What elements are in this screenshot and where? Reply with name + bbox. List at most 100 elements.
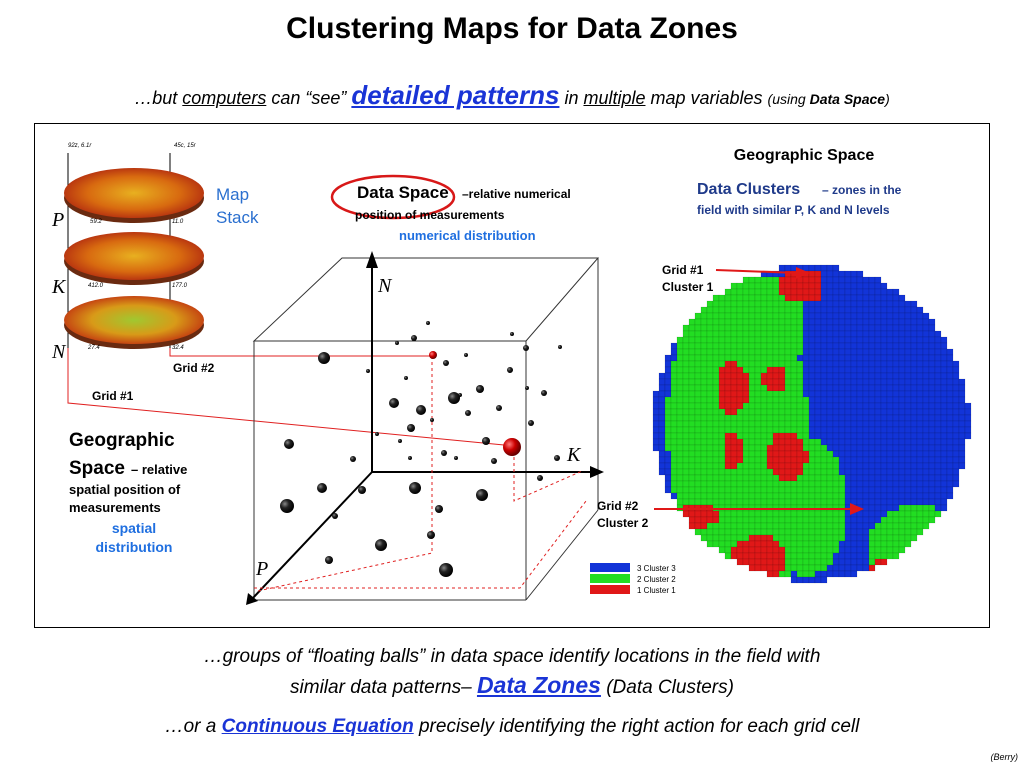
map-cell [880,318,888,326]
map-cell [712,510,720,518]
map-cell [892,408,900,416]
map-cell [868,486,876,494]
map-cell [670,486,678,494]
map-cell [892,426,900,434]
map-cell [892,300,900,308]
map-cell [796,474,804,482]
map-cell [802,552,810,560]
grid-links: Grid #2 Grid #1 [67,348,505,446]
map-cell [814,468,822,476]
map-cell [832,264,840,272]
map-cell [946,426,954,434]
map-cell [850,324,858,332]
map-cell [682,378,690,386]
map-cell [826,462,834,470]
map-cell [850,528,858,536]
grid1-cluster-arrow-line [715,269,799,274]
map-cell [868,450,876,458]
map-cell [748,336,756,344]
map-cell [820,468,828,476]
map-cell [874,516,882,524]
data-space-highlight-ellipse [330,174,456,220]
map-cell [832,282,840,290]
map-cell [946,420,954,428]
data-balls [280,321,562,577]
map-cell [790,462,798,470]
map-cell [724,510,732,518]
map-cell [808,354,816,362]
map-cell [874,510,882,518]
stack-value: 59.2 [90,219,102,225]
map-cell [730,546,738,554]
map-cell [808,276,816,284]
map-cell [802,516,810,524]
map-cell [736,336,744,344]
map-cell [820,324,828,332]
map-cell [754,462,762,470]
map-cell [652,432,660,440]
map-cell [790,318,798,326]
map-cell [724,360,732,368]
map-cell [724,372,732,380]
map-cell [724,486,732,494]
map-cell [850,336,858,344]
map-cell [814,330,822,338]
map-cell [790,312,798,320]
subtitle-close: ) [885,91,890,107]
map-cell [898,528,906,536]
map-cell [898,492,906,500]
map-cell [868,420,876,428]
data-ball [284,439,294,449]
map-cell [880,474,888,482]
map-cell [778,558,786,566]
map-cell [778,294,786,302]
map-cell [850,552,858,560]
map-cell [910,414,918,422]
map-cell [808,384,816,392]
map-cell [790,432,798,440]
map-cell [832,552,840,560]
map-cell [796,390,804,398]
map-cell [730,360,738,368]
map-cell [808,552,816,560]
map-cell [892,330,900,338]
map-cell [820,462,828,470]
map-cell [934,426,942,434]
map-cell [742,318,750,326]
map-cell [688,522,696,530]
map-cell [838,546,846,554]
map-cell [748,312,756,320]
map-cell [766,384,774,392]
map-cell [670,348,678,356]
map-cell [658,438,666,446]
map-cell [706,342,714,350]
map-cell [718,546,726,554]
map-cell [790,576,798,584]
map-cell [814,408,822,416]
map-cell [814,558,822,566]
map-cell [670,492,678,500]
map-cell [910,324,918,332]
map-cell [718,318,726,326]
map-cell [862,366,870,374]
map-cell [850,540,858,548]
map-cell [814,516,822,524]
data-zones-link[interactable]: Data Zones [476,672,601,698]
map-cell [838,438,846,446]
continuous-equation-link[interactable]: Continuous Equation [221,716,414,737]
map-cell [892,462,900,470]
map-cell [952,414,960,422]
map-cell [712,348,720,356]
data-space-cube: N K P [246,251,604,605]
map-cell [886,450,894,458]
map-cell [688,438,696,446]
map-cell [760,294,768,302]
map-cell [886,342,894,350]
map-cell [790,396,798,404]
map-cell [778,300,786,308]
map-cell [820,492,828,500]
map-cell [904,498,912,506]
map-cell [844,426,852,434]
map-cell [892,396,900,404]
map-cell [772,420,780,428]
